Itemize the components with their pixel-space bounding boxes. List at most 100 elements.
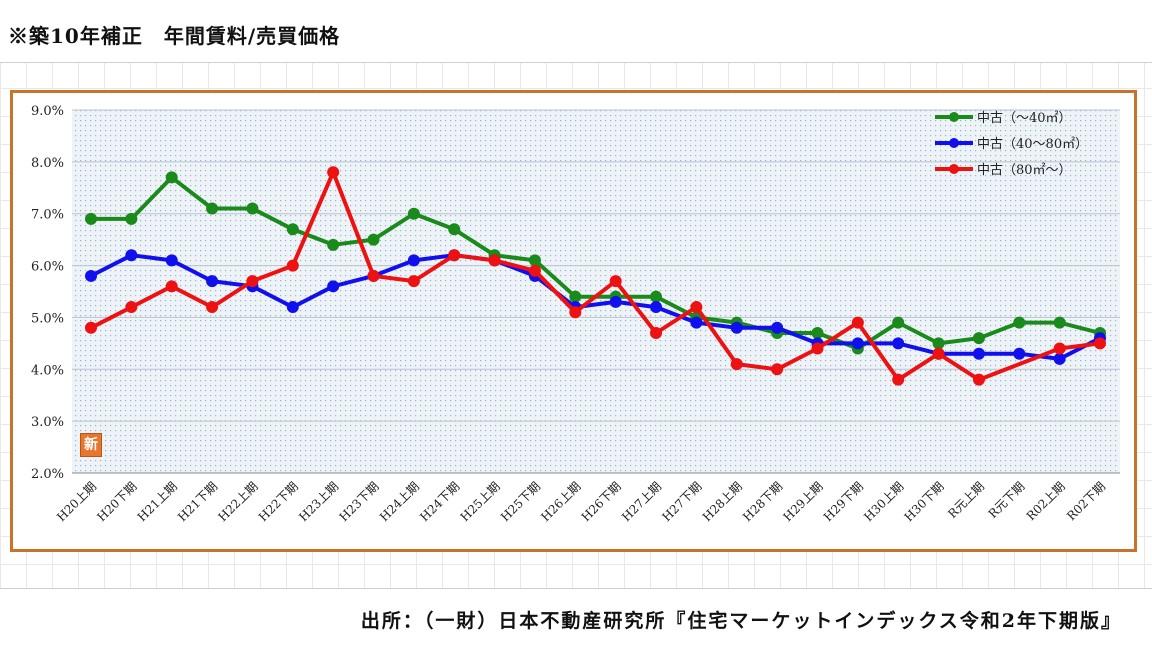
data-point <box>650 326 663 339</box>
x-tick-label: H22下期 <box>256 479 301 524</box>
data-point <box>1053 342 1066 355</box>
data-point <box>569 306 582 319</box>
x-tick-label: H25上期 <box>458 479 503 524</box>
page-title: ※築10年補正 年間賃料/売買価格 <box>8 24 341 48</box>
plot-area-pattern <box>72 110 1120 473</box>
legend-marker <box>949 138 959 148</box>
x-tick-label: H28下期 <box>740 479 785 524</box>
data-point <box>165 171 178 184</box>
data-point <box>1053 316 1066 329</box>
series-line <box>90 253 1101 361</box>
data-point <box>367 269 380 282</box>
data-point <box>165 254 178 267</box>
data-point <box>327 238 340 251</box>
data-point <box>569 290 582 303</box>
x-tick-label: H23上期 <box>296 479 341 524</box>
data-point <box>125 249 138 262</box>
data-point <box>1013 316 1026 329</box>
data-point <box>286 223 299 236</box>
data-point <box>327 280 340 293</box>
data-point <box>407 275 420 288</box>
x-tick-label: H21下期 <box>175 479 220 524</box>
x-tick-label: H24下期 <box>417 479 462 524</box>
data-point <box>125 212 138 225</box>
x-tick-label: R02下期 <box>1064 479 1108 523</box>
data-point <box>1053 352 1066 365</box>
data-point <box>85 269 97 282</box>
x-tick-label: H20下期 <box>94 479 139 524</box>
x-tick-label: R02上期 <box>1024 479 1068 523</box>
data-point <box>811 326 824 339</box>
data-point <box>206 301 219 314</box>
data-point <box>811 342 824 355</box>
x-tick-label: R元上期 <box>945 479 987 521</box>
x-tick-label: H26上期 <box>538 479 583 524</box>
x-tick-label: H28上期 <box>700 479 745 524</box>
x-tick-label: H29下期 <box>821 479 866 524</box>
data-point <box>730 358 743 371</box>
data-point <box>650 290 663 303</box>
y-tick-label: 7.0% <box>31 208 64 223</box>
header-band <box>0 0 1152 63</box>
data-point <box>407 254 420 267</box>
data-point <box>851 337 864 350</box>
x-tick-label: H20上期 <box>54 479 99 524</box>
legend-marker <box>949 112 959 122</box>
legend-label: 中古（80㎡～） <box>977 163 1072 178</box>
data-point <box>528 254 541 267</box>
data-point <box>892 316 905 329</box>
data-point <box>206 202 219 215</box>
x-tick-label: R元下期 <box>986 479 1028 521</box>
data-point <box>85 321 97 334</box>
data-point <box>771 363 784 376</box>
data-point <box>609 295 622 308</box>
data-point <box>246 202 259 215</box>
x-tick-label: H27上期 <box>619 479 664 524</box>
x-tick-label: H29上期 <box>781 479 826 524</box>
data-point <box>528 264 541 277</box>
data-point <box>488 254 501 267</box>
x-tick-label: H23下期 <box>337 479 382 524</box>
x-tick-label: H27下期 <box>659 479 704 524</box>
data-point <box>972 373 985 386</box>
x-tick-label: H30上期 <box>861 479 906 524</box>
data-point <box>650 301 663 314</box>
x-tick-label: H30下期 <box>902 479 947 524</box>
data-point <box>407 207 420 220</box>
legend-label: 中古（40～80㎡） <box>977 137 1088 152</box>
data-point <box>165 280 178 293</box>
data-point <box>206 275 219 288</box>
data-point <box>448 249 461 262</box>
y-tick-label: 5.0% <box>31 311 64 326</box>
legend-label: 中古（～40㎡） <box>977 111 1072 126</box>
x-tick-label: H25下期 <box>498 479 543 524</box>
x-tick-label: H21上期 <box>135 479 180 524</box>
data-point <box>1094 337 1106 350</box>
data-point <box>286 301 299 314</box>
data-point <box>932 347 945 360</box>
y-tick-label: 9.0% <box>31 104 64 119</box>
data-point <box>286 259 299 272</box>
legend-marker <box>949 164 959 174</box>
data-point <box>609 275 622 288</box>
data-point <box>972 332 985 345</box>
data-point <box>448 223 461 236</box>
y-tick-label: 3.0% <box>31 415 64 430</box>
data-point <box>932 337 945 350</box>
data-point <box>972 347 985 360</box>
data-point <box>246 275 259 288</box>
y-tick-label: 6.0% <box>31 260 64 275</box>
x-tick-label: H22上期 <box>215 479 260 524</box>
y-tick-label: 2.0% <box>31 467 64 482</box>
footer-band <box>0 588 1152 649</box>
y-tick-label: 4.0% <box>31 363 64 378</box>
data-point <box>125 301 138 314</box>
data-point <box>851 316 864 329</box>
data-point <box>892 337 905 350</box>
data-point <box>85 212 97 225</box>
new-stamp-icon: 新 <box>80 433 102 457</box>
data-point <box>690 316 703 329</box>
source-caption: 出所：（一財）日本不動産研究所『住宅マーケットインデックス令和2年下期版』 <box>360 610 1122 632</box>
data-point <box>1013 347 1026 360</box>
